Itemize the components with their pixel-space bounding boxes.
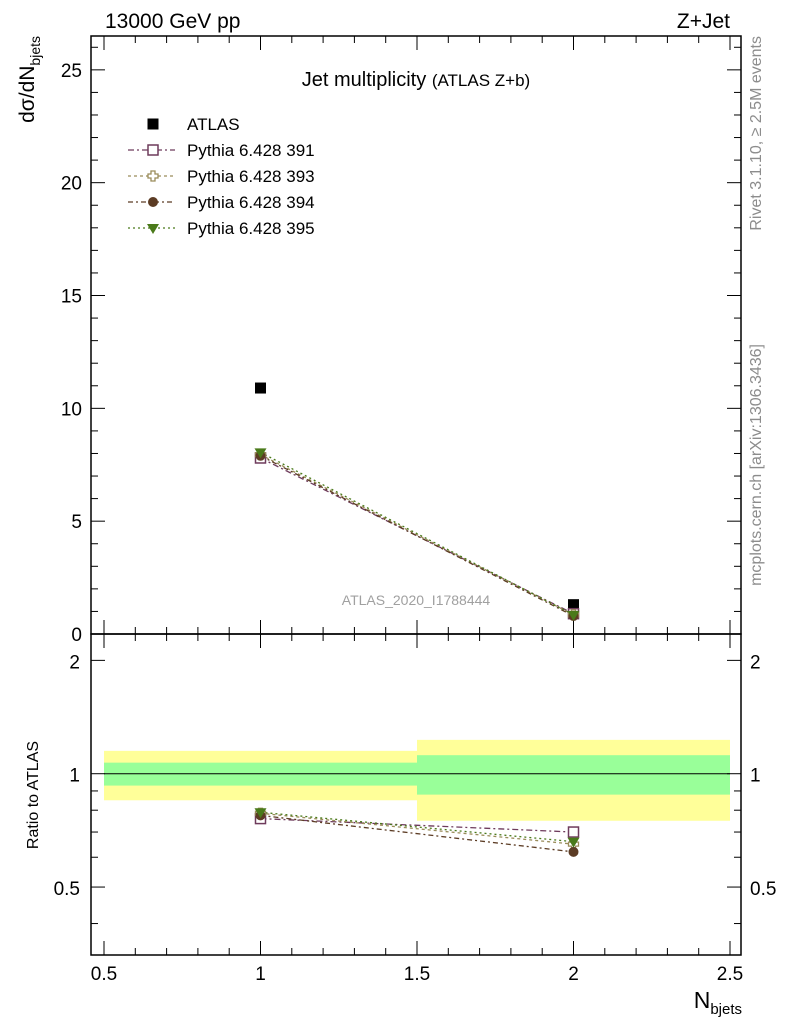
ratio-data-point (567, 837, 580, 848)
mcplots-label: mcplots.cern.ch [arXiv:1306.3436] (748, 344, 765, 586)
ratio-data-point (254, 808, 267, 819)
legend-entry-label: ATLAS (187, 115, 240, 134)
x-axis-label: Nbjets (694, 987, 742, 1018)
main-data-point (567, 610, 580, 621)
x-axis-label-main: N (694, 987, 711, 1013)
main-y-tick-label: 25 (61, 61, 82, 82)
watermark-analysis-id: ATLAS_2020_I1788444 (342, 592, 491, 608)
chart-title: Jet multiplicity (ATLAS Z+b) (302, 69, 530, 91)
ratio-y-tick-label: 0.5 (54, 879, 80, 900)
rivet-version-label: Rivet 3.1.10, ≥ 2.5M events (748, 36, 765, 231)
x-tick-label: 0.5 (91, 964, 117, 985)
legend-marker (148, 197, 158, 207)
main-series-line (260, 457, 574, 615)
legend-marker (147, 224, 159, 234)
ratio-y-tick-label-right: 2 (750, 652, 761, 673)
x-tick-label: 2 (568, 964, 579, 985)
legend-entry-label: Pythia 6.428 395 (187, 219, 315, 238)
main-data-point (254, 448, 267, 459)
uncertainty-band-inner (417, 755, 730, 795)
main-y-tick-label: 0 (71, 625, 82, 646)
x-axis-label-sub: bjets (710, 1001, 742, 1018)
legend: ATLAS Pythia 6.428 391 Pythia 6.428 393 Pyt… (128, 115, 315, 238)
legend-entry-label: Pythia 6.428 391 (187, 141, 315, 160)
main-y-tick-label: 10 (61, 399, 82, 420)
main-y-tick-label: 5 (71, 512, 82, 533)
header-process-label: Z+Jet (677, 10, 730, 33)
chart-title-suffix: (ATLAS Z+b) (432, 71, 530, 90)
x-tick-label: 1 (255, 964, 266, 985)
main-y-tick-label: 20 (61, 174, 82, 195)
ratio-series-line (260, 814, 574, 853)
legend-marker (147, 144, 159, 156)
x-tick-label: 1.5 (404, 964, 430, 985)
main-data-point (568, 599, 579, 611)
main-y-axis-label-sub: bjets (27, 36, 43, 66)
main-y-tick-label: 15 (61, 287, 82, 308)
ratio-y-tick-label-right: 0.5 (750, 879, 776, 900)
ratio-y-tick-label-right: 1 (750, 766, 761, 787)
ratio-y-axis-label: Ratio to ATLAS (25, 741, 42, 849)
main-series-line (260, 454, 574, 616)
legend-entry-label: Pythia 6.428 394 (187, 193, 315, 212)
legend-entry-label: Pythia 6.428 393 (187, 167, 315, 186)
ratio-y-tick-label: 1 (69, 766, 80, 787)
ratio-plot-frame (90, 633, 742, 956)
main-series-line (260, 451, 574, 616)
x-tick-label: 2.5 (717, 964, 743, 985)
main-data-point (255, 382, 266, 394)
ratio-panel: 0.5 0.5 1 1 2 2 0.5 1 1.5 2 2.5 (54, 633, 776, 985)
main-y-axis-label-main: dσ/dN (16, 66, 39, 123)
legend-marker (147, 170, 159, 182)
header-energy-label: 13000 GeV pp (105, 10, 240, 33)
chart-title-main: Jet multiplicity (302, 69, 426, 91)
ratio-data-point (568, 846, 579, 857)
ratio-y-tick-label: 2 (69, 652, 80, 673)
ratio-data-point (567, 826, 580, 838)
main-panel: 0 5 10 15 20 25 ATLAS Pythia 6.428 391 Pythia 6.… (61, 35, 742, 646)
legend-marker (147, 118, 159, 130)
ratio-series-line (260, 812, 574, 845)
ratio-series-line (260, 811, 574, 843)
main-y-axis-label: dσ/dNbjets (16, 36, 43, 123)
